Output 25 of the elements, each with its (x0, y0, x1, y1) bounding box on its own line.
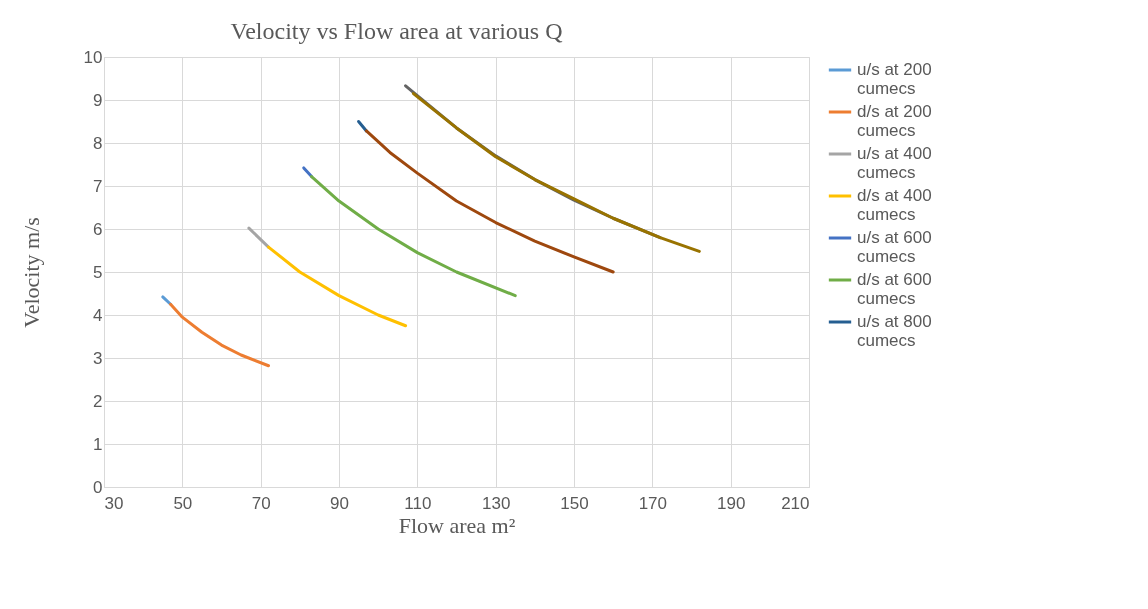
y-tick-label: 6 (93, 219, 103, 239)
x-tick-label: 130 (481, 493, 511, 513)
x-tick-label: 90 (330, 493, 349, 513)
x-tick-label: 70 (251, 493, 271, 513)
y-tick-label: 7 (93, 176, 103, 196)
x-tick-label: 190 (716, 493, 746, 513)
x-tick-label: 150 (560, 493, 589, 513)
y-tick-label: 1 (93, 434, 103, 454)
y-tick-label: 10 (83, 47, 103, 67)
y-tick-label: 4 (93, 305, 103, 325)
y-axis-title: Velocity m/s (18, 217, 44, 328)
y-tick-label: 2 (93, 391, 103, 411)
y-tick-label: 0 (93, 477, 103, 497)
y-tick-label: 5 (93, 262, 103, 282)
x-tick-label: 170 (638, 493, 668, 513)
x-tick-label: 30 (104, 493, 124, 513)
x-tick-label: 210 (781, 493, 810, 513)
y-tick-label: 8 (93, 133, 103, 153)
chart-title: Velocity vs Flow area at various Q (230, 18, 563, 44)
x-axis-title: Flow area m² (398, 512, 516, 538)
y-tick-label: 9 (93, 90, 103, 110)
legend-label: u/s at 800 cumecs (857, 312, 932, 350)
x-tick-label: 50 (173, 493, 193, 513)
y-tick-label: 3 (93, 348, 103, 368)
x-tick-label: 110 (404, 493, 432, 513)
